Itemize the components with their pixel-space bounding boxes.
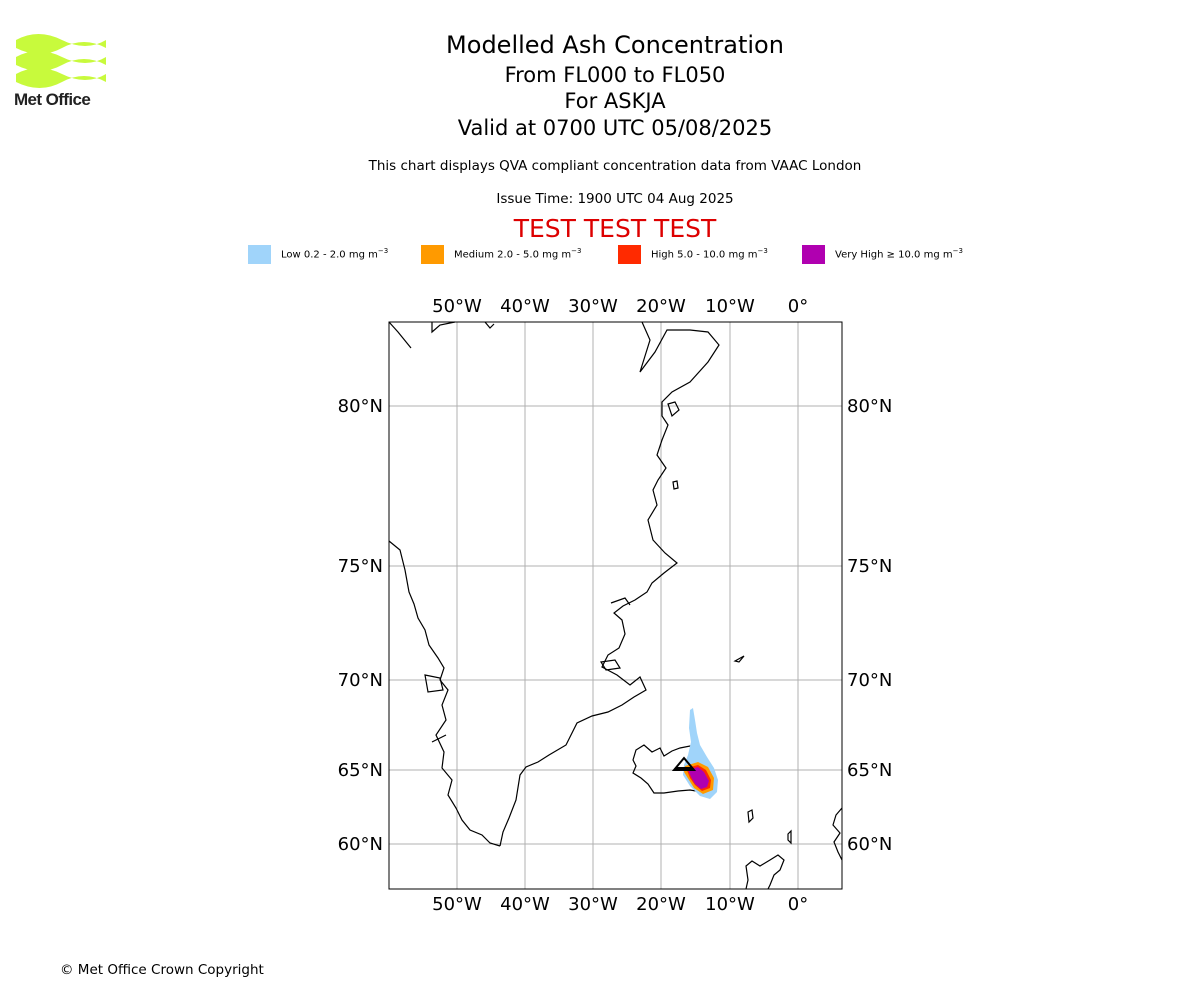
ash-zone-very-high (688, 767, 709, 789)
met-office-waves-icon (16, 34, 106, 88)
legend-item-medium: Medium 2.0 - 5.0 mg m−3 (421, 244, 581, 264)
legend-item-low: Low 0.2 - 2.0 mg m−3 (248, 244, 388, 264)
lon-tick-label: 10°W (705, 296, 755, 317)
compliance-note: This chart displays QVA compliant concen… (368, 158, 862, 174)
lon-tick-label: 20°W (636, 894, 686, 915)
faroe-islands (747, 809, 754, 824)
legend-swatch-low (248, 244, 271, 264)
lon-ticks-bottom: 50°W 40°W 30°W 20°W 10°W 0° (432, 894, 808, 915)
test-banner: TEST TEST TEST (513, 214, 717, 243)
greenland-west-coast (388, 540, 501, 847)
volcano-triangle-icon (671, 756, 697, 771)
coastlines (388, 321, 843, 890)
lat-tick-label: 75°N (847, 556, 892, 577)
lon-tick-label: 50°W (432, 894, 482, 915)
issue-time: Issue Time: 1900 UTC 04 Aug 2025 (496, 191, 734, 207)
lat-tick-label: 70°N (847, 670, 892, 691)
legend-item-high: High 5.0 - 10.0 mg m−3 (618, 244, 768, 264)
lat-tick-label: 65°N (338, 760, 383, 781)
map-frame (388, 321, 843, 890)
small-island (667, 401, 680, 418)
legend-label-low: Low 0.2 - 2.0 mg m−3 (281, 247, 389, 261)
legend-label-medium: Medium 2.0 - 5.0 mg m−3 (454, 247, 582, 261)
lon-tick-label: 50°W (432, 296, 482, 317)
map-gridlines (389, 322, 842, 889)
norway-coast (832, 807, 843, 861)
lat-ticks-right: 80°N 75°N 70°N 65°N 60°N (847, 396, 892, 855)
lat-tick-label: 80°N (847, 396, 892, 417)
jan-mayen (733, 655, 745, 663)
lon-tick-label: 0° (788, 296, 808, 317)
legend-item-very-high: Very High ≥ 10.0 mg m−3 (802, 244, 963, 264)
lat-ticks-left: 80°N 75°N 70°N 65°N 60°N (338, 396, 383, 855)
legend-swatch-medium (421, 244, 444, 264)
subtitle-valid-time: Valid at 0700 UTC 05/08/2025 (457, 116, 773, 140)
lat-tick-label: 70°N (338, 670, 383, 691)
lon-tick-label: 30°W (568, 296, 618, 317)
lat-tick-label: 65°N (847, 760, 892, 781)
met-office-logo: Met Office (14, 30, 109, 112)
legend-label-high: High 5.0 - 10.0 mg m−3 (651, 247, 768, 261)
chart-title: Modelled Ash Concentration (446, 31, 784, 59)
ash-plume (683, 708, 718, 799)
lon-tick-label: 40°W (500, 894, 550, 915)
lat-tick-label: 75°N (338, 556, 383, 577)
lat-tick-label: 80°N (338, 396, 383, 417)
legend-label-very-high: Very High ≥ 10.0 mg m−3 (835, 247, 963, 261)
lon-tick-label: 30°W (568, 894, 618, 915)
copyright-notice: © Met Office Crown Copyright (60, 962, 264, 978)
legend-swatch-high (618, 244, 641, 264)
greenland-east-coast (499, 321, 720, 847)
lon-ticks-top: 50°W 40°W 30°W 20°W 10°W 0° (432, 296, 808, 317)
lon-tick-label: 10°W (705, 894, 755, 915)
lon-tick-label: 40°W (500, 296, 550, 317)
logo-text: Met Office (14, 90, 91, 109)
lon-tick-label: 0° (788, 894, 808, 915)
subtitle-volcano: For ASKJA (564, 89, 666, 113)
scotland-coast (745, 854, 785, 890)
shetland (787, 829, 792, 845)
lat-tick-label: 60°N (338, 834, 383, 855)
lon-tick-label: 20°W (636, 296, 686, 317)
subtitle-flight-levels: From FL000 to FL050 (504, 63, 726, 87)
legend-swatch-very-high (802, 244, 825, 264)
lat-tick-label: 60°N (847, 834, 892, 855)
small-island (672, 480, 679, 490)
